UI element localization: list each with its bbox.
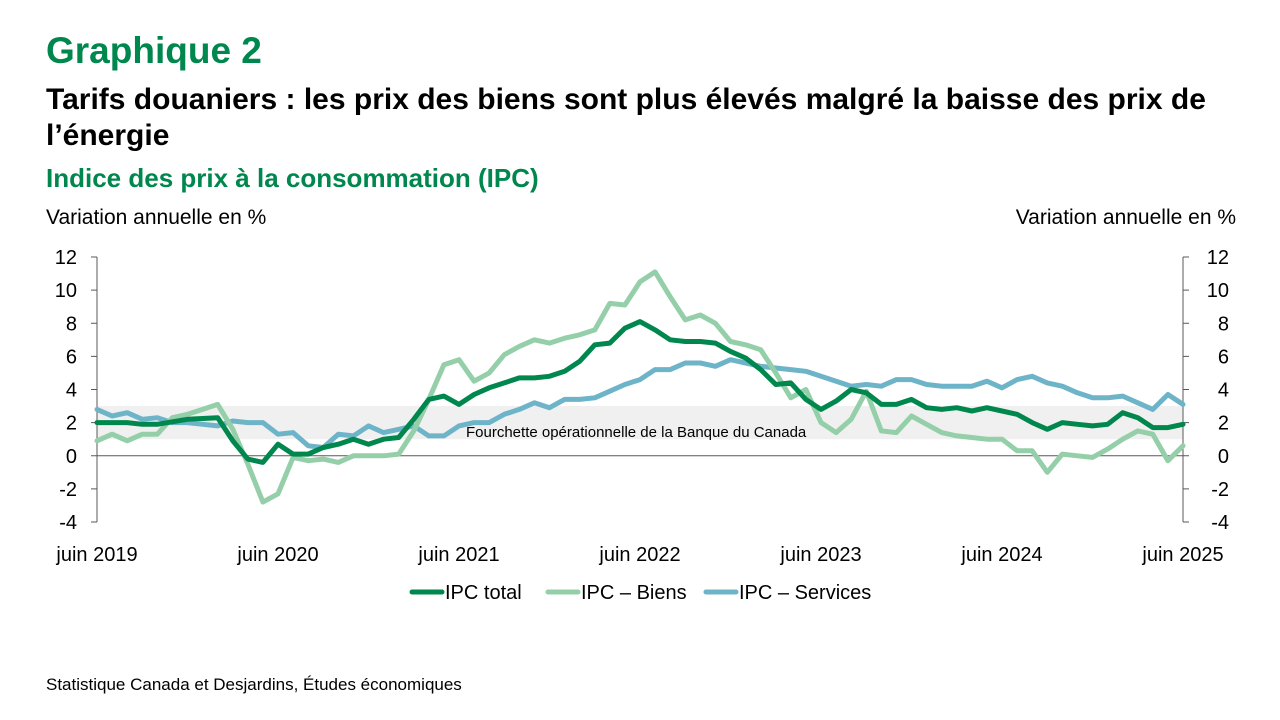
y-tick-label-right: 2 bbox=[1218, 413, 1229, 435]
x-tick-label: juin 2024 bbox=[960, 544, 1042, 566]
series-line-0 bbox=[94, 319, 1186, 465]
y-tick-label-left: 2 bbox=[66, 413, 77, 435]
y-axis-label-right: Variation annuelle en % bbox=[1015, 206, 1236, 229]
legend-label: IPC – Services bbox=[739, 582, 871, 604]
x-tick-label: juin 2025 bbox=[1141, 544, 1223, 566]
x-tick-label: juin 2020 bbox=[236, 544, 318, 566]
source-note: Statistique Canada et Desjardins, Études… bbox=[46, 675, 462, 694]
y-tick-label-right: 12 bbox=[1207, 247, 1229, 269]
y-tick-label-right: 4 bbox=[1218, 380, 1229, 402]
y-tick-label-right: -2 bbox=[1211, 479, 1229, 501]
y-tick-label-right: 6 bbox=[1218, 346, 1229, 368]
series-line-2 bbox=[94, 357, 1186, 450]
y-axis-label-left: Variation annuelle en % bbox=[46, 206, 267, 229]
y-tick-label-right: 10 bbox=[1207, 280, 1229, 302]
figure-number: Graphique 2 bbox=[46, 30, 262, 71]
legend-label: IPC total bbox=[445, 582, 522, 604]
x-tick-label: juin 2023 bbox=[779, 544, 861, 566]
chart-subtitle: Indice des prix à la consommation (IPC) bbox=[46, 163, 539, 193]
y-tick-label-right: -4 bbox=[1211, 512, 1229, 534]
legend-label: IPC – Biens bbox=[581, 582, 687, 604]
series-line-1 bbox=[94, 269, 1186, 505]
y-tick-label-left: -2 bbox=[59, 479, 77, 501]
y-tick-label-left: 4 bbox=[66, 380, 77, 402]
y-tick-label-left: 8 bbox=[66, 313, 77, 335]
x-tick-label: juin 2021 bbox=[417, 544, 499, 566]
y-tick-label-right: 0 bbox=[1218, 446, 1229, 468]
y-tick-label-left: 10 bbox=[55, 280, 77, 302]
y-tick-label-left: -4 bbox=[59, 512, 77, 534]
y-tick-label-left: 0 bbox=[66, 446, 77, 468]
y-tick-label-left: 6 bbox=[66, 346, 77, 368]
y-tick-label-right: 8 bbox=[1218, 313, 1229, 335]
x-tick-label: juin 2022 bbox=[598, 544, 680, 566]
chart-title: Tarifs douaniers : les prix des biens so… bbox=[46, 83, 1206, 152]
target-band-label: Fourchette opérationnelle de la Banque d… bbox=[466, 424, 807, 441]
y-tick-label-left: 12 bbox=[55, 247, 77, 269]
x-tick-label: juin 2019 bbox=[55, 544, 137, 566]
